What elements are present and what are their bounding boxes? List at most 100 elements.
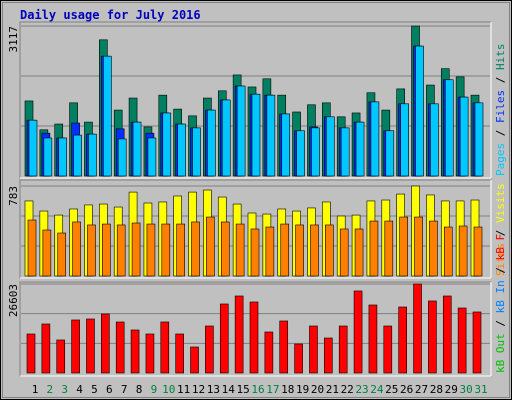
bar (473, 226, 483, 277)
bar (309, 325, 318, 374)
y-tick-label: 783 (7, 186, 20, 206)
bar (177, 123, 186, 177)
legend-entry: kB Out (494, 333, 507, 373)
legend: Sites / Visits (494, 183, 507, 276)
bar (458, 225, 468, 277)
bar (399, 216, 408, 277)
bar (264, 331, 274, 374)
bar (369, 220, 379, 277)
bar (219, 303, 229, 374)
bar (146, 223, 156, 277)
bar (235, 223, 245, 277)
bar (266, 94, 276, 177)
bar (101, 313, 110, 374)
x-tick-label: 20 (311, 383, 324, 396)
bar (191, 221, 200, 277)
bar (28, 119, 38, 177)
bar (147, 137, 157, 177)
bar (281, 113, 291, 177)
legend: Pages / Files / Hits (494, 44, 507, 177)
bar (145, 333, 155, 374)
bar (279, 320, 289, 374)
bar (250, 228, 260, 277)
bar (368, 304, 378, 374)
bar (130, 329, 140, 374)
bar (58, 137, 68, 177)
bar (117, 138, 127, 177)
x-tick-label: 5 (91, 383, 98, 396)
x-tick-label: 29 (445, 383, 458, 396)
x-tick-label: 24 (370, 383, 384, 396)
bar (457, 307, 467, 374)
bar (175, 333, 184, 374)
bar (27, 219, 37, 277)
bar (294, 343, 303, 374)
bar (398, 306, 407, 374)
legend: kB Out / kB In / kB F (494, 234, 507, 373)
bar (205, 325, 214, 374)
bar (86, 318, 95, 374)
x-tick-label: 6 (106, 383, 113, 396)
bar (385, 130, 395, 177)
bar (160, 321, 170, 374)
bar (102, 223, 111, 277)
bar (429, 220, 438, 277)
x-tick-label: 17 (266, 383, 279, 396)
x-tick-label: 18 (281, 383, 294, 396)
legend-entry: Files (494, 90, 507, 123)
legend-entry: Sites (494, 243, 507, 276)
bar (339, 228, 349, 277)
bar (415, 45, 424, 177)
bar (115, 321, 125, 374)
bar (206, 216, 215, 277)
y-tick-label: 26603 (7, 284, 20, 317)
bar (73, 134, 82, 177)
legend-separator: / (494, 223, 507, 243)
x-tick-label: 30 (460, 383, 473, 396)
bar (236, 85, 246, 177)
x-tick-label: 10 (162, 383, 175, 396)
bar (251, 93, 261, 177)
bar (326, 116, 335, 177)
x-tick-label: 23 (355, 383, 368, 396)
bar (43, 137, 53, 177)
legend-entry: Visits (494, 183, 507, 223)
x-tick-label: 31 (474, 383, 487, 396)
bar (354, 228, 364, 277)
bar (207, 109, 216, 177)
bar (103, 55, 112, 177)
bar (221, 99, 231, 177)
bar (87, 224, 96, 277)
legend-entry: kB F (494, 234, 507, 261)
x-tick-label: 28 (430, 383, 443, 396)
chart-title: Daily usage for July 2016 (20, 8, 201, 22)
x-tick-label: 2 (47, 383, 54, 396)
bar (400, 103, 409, 177)
legend-entry: Pages (494, 143, 507, 176)
bar (353, 290, 363, 374)
bar (71, 319, 80, 374)
x-tick-label: 21 (326, 383, 339, 396)
bar (161, 223, 171, 277)
bar (355, 121, 365, 177)
x-tick-label: 4 (76, 383, 83, 396)
legend-entry: kB In (494, 280, 507, 313)
bar (459, 96, 469, 177)
bar (444, 79, 454, 177)
bar (57, 232, 67, 277)
bar (383, 325, 393, 374)
bar (413, 283, 422, 374)
y-tick-label: 3117 (7, 26, 20, 53)
bar (384, 220, 394, 277)
bar (190, 346, 199, 374)
bar (295, 224, 304, 277)
bar (472, 311, 482, 374)
x-tick-label: 11 (177, 383, 190, 396)
bar (162, 112, 172, 177)
bar (325, 224, 334, 277)
x-tick-label: 7 (121, 383, 128, 396)
bar (474, 102, 484, 177)
